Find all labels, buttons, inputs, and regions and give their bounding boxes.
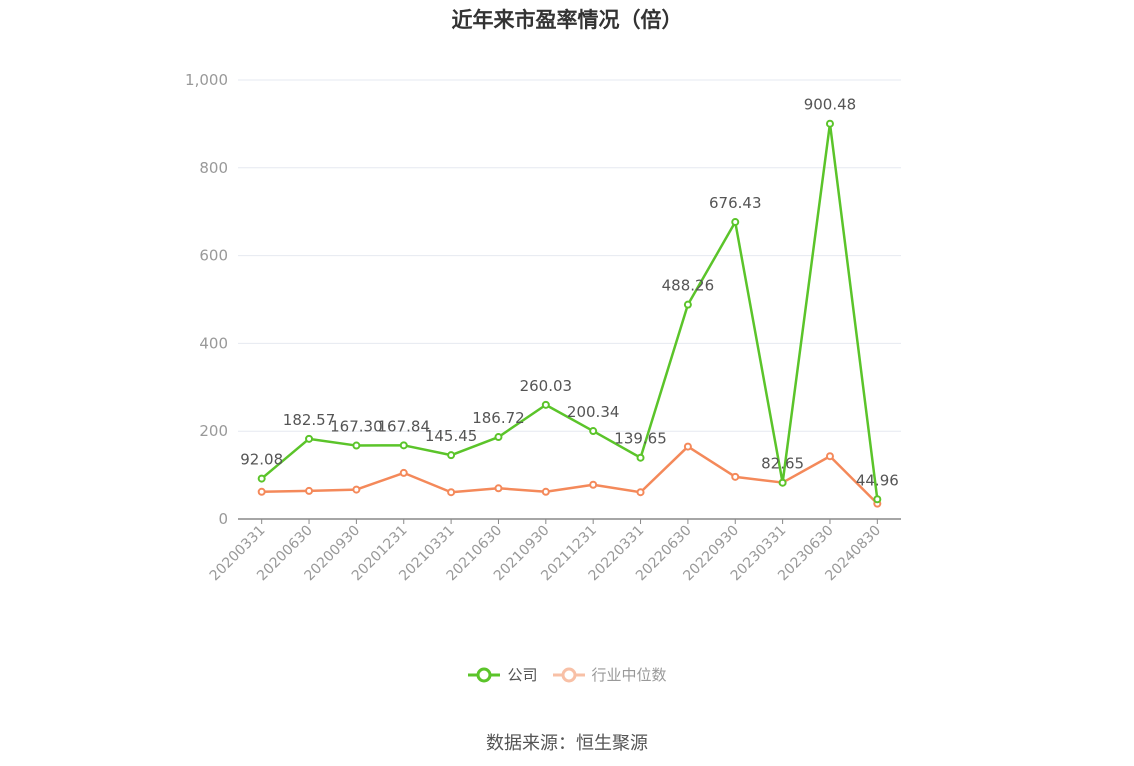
legend-item-industry-median[interactable]: 行业中位数 [552, 664, 667, 685]
company-data-point [589, 427, 598, 436]
legend-industry-marker-icon [552, 667, 585, 682]
company-data-label: 167.84 [378, 417, 431, 435]
company-data-point [778, 478, 787, 487]
company-data-label: 186.72 [472, 409, 525, 427]
industry-median-data-point [352, 485, 361, 494]
company-data-label: 260.03 [520, 377, 573, 395]
legend-label-industry-median: 行业中位数 [591, 666, 667, 684]
company-data-point [873, 495, 882, 504]
industry-median-series-line [261, 445, 879, 505]
legend: 公司 行业中位数 [0, 664, 1134, 685]
company-data-label: 167.30 [330, 418, 383, 436]
industry-median-data-point [257, 487, 266, 496]
company-data-point [731, 218, 740, 227]
y-tick-label: 200 [199, 422, 228, 440]
industry-median-data-point [683, 442, 692, 451]
legend-item-company[interactable]: 公司 [467, 664, 538, 685]
line-chart: 02004006008001,0002020033120200630202009… [185, 71, 901, 584]
company-data-point [352, 441, 361, 450]
axis-layer: 02004006008001,0002020033120200630202009… [185, 71, 901, 584]
y-tick-label: 1,000 [185, 71, 228, 89]
company-data-label: 900.48 [804, 96, 857, 114]
company-data-label: 145.45 [425, 427, 478, 445]
company-data-point [494, 433, 503, 442]
company-data-point [305, 434, 314, 443]
company-data-point [257, 474, 266, 483]
company-data-label: 139.65 [614, 430, 667, 448]
company-data-point [399, 441, 408, 450]
industry-median-data-point [541, 487, 550, 496]
industry-median-data-point [731, 472, 740, 481]
industry-median-data-point [399, 468, 408, 477]
company-data-label: 82.65 [761, 455, 804, 473]
y-tick-label: 800 [199, 159, 228, 177]
legend-company-marker-icon [468, 667, 501, 682]
company-data-point [636, 453, 645, 462]
series-layer [257, 119, 882, 508]
industry-median-data-point [305, 486, 314, 495]
company-data-point [541, 400, 550, 409]
company-data-label: 92.08 [240, 451, 283, 469]
legend-label-company: 公司 [507, 666, 538, 684]
industry-median-data-point [825, 452, 834, 461]
company-data-point [683, 300, 692, 309]
company-data-point [447, 451, 456, 460]
company-data-label: 676.43 [709, 194, 762, 212]
company-data-label: 488.26 [662, 277, 715, 295]
company-data-label: 200.34 [567, 403, 620, 421]
chart-title: 近年来市盈率情况（倍） [451, 8, 683, 32]
data-source: 数据来源：恒生聚源 [486, 733, 648, 754]
y-tick-label: 600 [199, 247, 228, 265]
y-tick-label: 0 [218, 510, 228, 528]
industry-median-data-point [494, 484, 503, 493]
industry-median-data-point [447, 488, 456, 497]
industry-median-data-point [589, 480, 598, 489]
company-series-line [260, 122, 879, 500]
industry-median-data-point [636, 488, 645, 497]
company-data-label: 182.57 [283, 411, 336, 429]
company-data-label: 44.96 [856, 471, 899, 489]
y-tick-label: 400 [199, 334, 228, 352]
company-data-point [825, 119, 834, 128]
